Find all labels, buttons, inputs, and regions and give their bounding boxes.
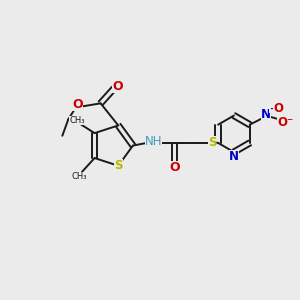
Text: O⁻: O⁻ (278, 116, 294, 129)
Text: +: + (269, 104, 276, 113)
Text: CH₃: CH₃ (70, 116, 85, 125)
Text: O: O (112, 80, 123, 93)
Text: N: N (229, 150, 239, 163)
Text: S: S (208, 136, 216, 149)
Text: O: O (72, 98, 83, 111)
Text: O: O (274, 102, 284, 115)
Text: CH₃: CH₃ (71, 172, 87, 181)
Text: O: O (169, 161, 180, 174)
Text: NH: NH (145, 135, 162, 148)
Text: S: S (114, 159, 122, 172)
Text: N: N (261, 108, 271, 121)
